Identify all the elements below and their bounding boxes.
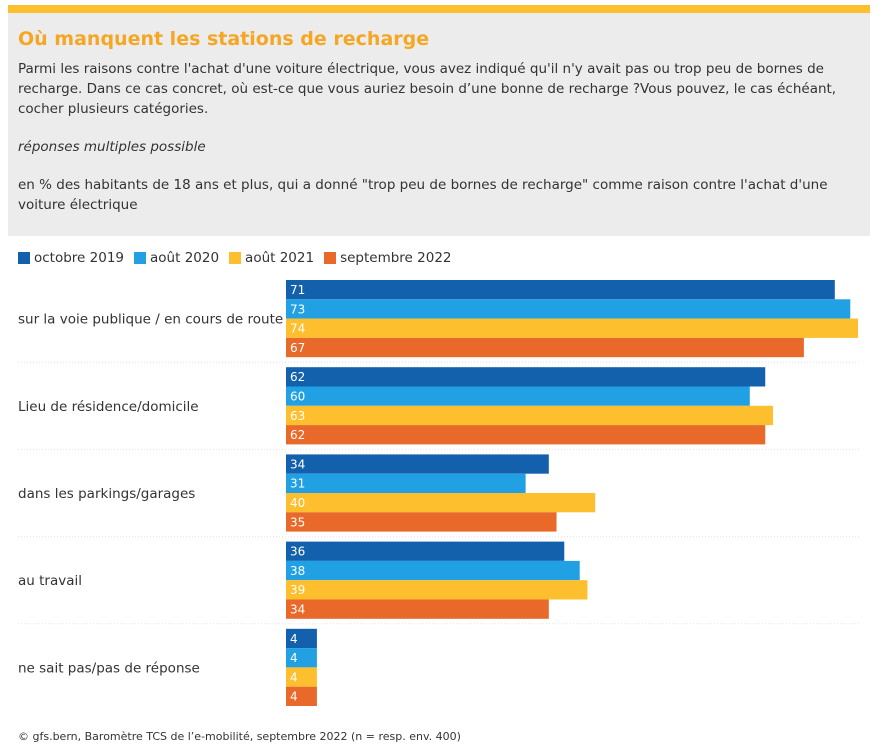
bar xyxy=(286,473,526,493)
bar xyxy=(286,337,804,358)
bar-value-label: 74 xyxy=(290,322,305,336)
bar-value-label: 34 xyxy=(290,603,305,617)
bar xyxy=(286,318,858,338)
bar-value-label: 60 xyxy=(290,390,305,404)
legend-item: août 2021 xyxy=(229,250,314,266)
legend-swatch xyxy=(324,252,337,264)
bar-value-label: 38 xyxy=(290,564,305,578)
bar-value-label: 62 xyxy=(290,370,305,384)
chart-legend: octobre 2019 août 2020 août 2021 septembre … xyxy=(18,249,456,267)
bar xyxy=(286,667,317,687)
legend-item: septembre 2022 xyxy=(324,250,452,266)
category-label: dans les parkings/garages xyxy=(18,486,195,502)
bar-value-label: 71 xyxy=(290,283,305,297)
bar-value-label: 31 xyxy=(290,477,305,491)
bar-value-label: 34 xyxy=(290,457,305,471)
legend-swatch xyxy=(134,252,147,264)
chart-header: Où manquent les stations de recharge Par… xyxy=(8,13,870,236)
chart-description: Parmi les raisons contre l'achat d'une v… xyxy=(18,61,837,117)
bar-value-label: 40 xyxy=(290,496,305,510)
bar-value-label: 35 xyxy=(290,515,305,529)
chart-title: Où manquent les stations de recharge xyxy=(18,28,430,50)
top-accent-bar xyxy=(8,5,870,13)
bar xyxy=(286,599,549,619)
legend-label: septembre 2022 xyxy=(340,250,452,266)
category-label: Lieu de résidence/domicile xyxy=(18,399,199,415)
bar xyxy=(286,367,766,387)
bar xyxy=(286,454,549,474)
chart-basis: en % des habitants de 18 ans et plus, qu… xyxy=(18,177,828,213)
bar-value-label: 4 xyxy=(290,690,298,704)
bar xyxy=(286,560,580,581)
bar xyxy=(286,493,596,513)
bar xyxy=(286,280,835,300)
bar xyxy=(286,405,773,426)
bar-value-label: 4 xyxy=(290,670,298,684)
chart-note: réponses multiples possible xyxy=(18,139,206,155)
bar xyxy=(286,386,750,406)
bar-value-label: 62 xyxy=(290,428,305,442)
bar-value-label: 39 xyxy=(290,583,305,597)
bar-value-label: 63 xyxy=(290,409,305,423)
category-label: sur la voie publique / en cours de route xyxy=(18,312,283,328)
legend-swatch xyxy=(18,252,30,264)
bar-value-label: 67 xyxy=(290,341,305,355)
bar xyxy=(286,686,317,706)
legend-label: août 2021 xyxy=(245,250,315,266)
bar-value-label: 4 xyxy=(290,632,298,646)
category-label: au travail xyxy=(18,573,82,589)
bar-value-label: 4 xyxy=(290,651,298,665)
bar-value-label: 36 xyxy=(290,545,305,559)
bar xyxy=(286,541,565,561)
legend-label: octobre 2019 xyxy=(34,250,125,266)
source-footer: © gfs.bern, Baromètre TCS de l’e-mobilit… xyxy=(18,730,461,743)
bar xyxy=(286,628,317,649)
bar xyxy=(286,512,557,532)
legend-item: octobre 2019 xyxy=(18,250,124,266)
legend-swatch xyxy=(229,252,242,264)
bar-value-label: 73 xyxy=(290,302,305,316)
bar xyxy=(286,425,766,445)
legend-label: août 2020 xyxy=(150,250,220,266)
bar xyxy=(286,648,317,668)
legend-item: août 2020 xyxy=(134,250,219,266)
bar xyxy=(286,299,851,319)
bar xyxy=(286,580,588,600)
category-label: ne sait pas/pas de réponse xyxy=(18,660,200,676)
